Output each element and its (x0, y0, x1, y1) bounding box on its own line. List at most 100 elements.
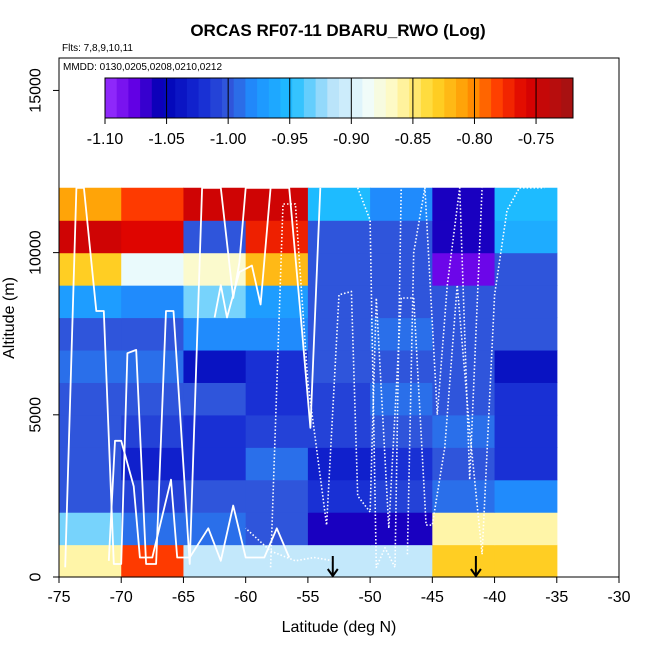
heatmap-cell (370, 317, 433, 351)
x-tick-label: -55 (296, 589, 319, 606)
heatmap-cell (432, 220, 496, 254)
colorbar-segment (456, 78, 469, 118)
heatmap-cell (307, 349, 371, 383)
colorbar-tick-label: -0.80 (456, 131, 493, 148)
colorbar-segment (280, 78, 293, 118)
colorbar: -1.10 -1.05 -1.00 -0.95 -0.90 -0.85 -0.80 -0.75 (87, 77, 574, 148)
colorbar-segment (479, 78, 492, 118)
colorbar-segment (444, 78, 457, 118)
flight-track-1 (64, 186, 322, 568)
colorbar-segment (432, 78, 445, 118)
heatmap-cell (432, 317, 496, 351)
heatmap-cell (432, 187, 496, 221)
arrow-markers (326, 556, 482, 578)
heatmap-cell (370, 382, 433, 416)
colorbar-segment (339, 78, 352, 118)
heatmap-cell (121, 220, 185, 254)
x-tick-label: -45 (421, 589, 444, 606)
flight-tracks (64, 186, 545, 569)
arrow-head (470, 568, 482, 578)
y-tick-label: 10000 (28, 230, 45, 275)
colorbar-segment (350, 78, 363, 118)
colorbar-segment (233, 78, 246, 118)
colorbar-tick-label: -1.00 (210, 131, 247, 148)
arrow-head (326, 568, 339, 578)
heatmap-cell (494, 220, 558, 254)
heatmap-cell (59, 285, 122, 319)
heatmap-cell (370, 512, 433, 546)
heatmap-cell (183, 317, 247, 351)
heatmap-cell (245, 447, 309, 481)
heatmap-cell (370, 447, 433, 481)
heatmap-cell (307, 544, 371, 578)
heatmap-cell (432, 544, 496, 578)
heatmap-cell (121, 382, 185, 416)
heatmap-cell (59, 187, 122, 221)
heatmap-cell (59, 544, 122, 578)
flight-track-5 (406, 187, 483, 555)
heatmap-cell (494, 252, 558, 286)
colorbar-tick-label: -1.10 (87, 131, 124, 148)
colorbar-segment (186, 78, 200, 118)
heatmap-cell (307, 447, 371, 481)
heatmap-cell (432, 414, 496, 448)
heatmap-cell (494, 382, 558, 416)
heatmap-cell (494, 479, 558, 513)
heatmap-cell (432, 447, 496, 481)
heatmap-cell (121, 187, 185, 221)
heatmap-cell (494, 349, 558, 383)
heatmap-cell (307, 317, 371, 351)
heatmap-cell (307, 285, 371, 319)
flight-track-6 (213, 187, 272, 319)
heatmap-cell (121, 447, 185, 481)
y-tick-label: 15000 (28, 68, 45, 113)
colorbar-segment (502, 78, 515, 118)
colorbar-segment (549, 78, 562, 118)
plot-frame (58, 57, 620, 578)
heatmap-cell (245, 479, 309, 513)
colorbar-segment (362, 78, 375, 118)
heatmap-cell (59, 317, 122, 351)
x-tick-label: -75 (47, 589, 70, 606)
heatmap-cell (307, 382, 371, 416)
colorbar-segment (374, 78, 387, 118)
colorbar-segment (315, 78, 328, 118)
heatmap-cell (494, 447, 558, 481)
heatmap-cell (121, 349, 185, 383)
flight-track-3 (269, 187, 545, 568)
heatmap-cell (494, 414, 558, 448)
heatmap-cell (245, 317, 309, 351)
y-tick-label: 5000 (28, 397, 45, 433)
heatmap-cell (370, 479, 433, 513)
heatmap-cell (307, 512, 371, 546)
heatmap-cell (494, 512, 558, 546)
heatmap-cell (183, 544, 247, 578)
colorbar-segment (409, 78, 422, 118)
x-tick-label: -70 (110, 589, 133, 606)
x-tick-label: -30 (607, 589, 630, 606)
colorbar-segment (105, 78, 118, 118)
heatmap-cell (494, 544, 558, 578)
flight-track-4 (356, 187, 402, 569)
heatmap-cell (494, 317, 558, 351)
x-tick-label: -65 (172, 589, 195, 606)
colorbar-segment (327, 78, 340, 118)
colorbar-segment (491, 78, 504, 118)
heatmap-cell (121, 252, 185, 286)
colorbar-tick-label: -0.90 (333, 131, 370, 148)
colorbar-tick-label: -0.75 (518, 131, 555, 148)
colorbar-segment (116, 78, 129, 118)
colorbar-segment (175, 78, 188, 118)
colorbar-segment (140, 78, 153, 118)
axes: -75 -70 -65 -60 -55 -50 -45 -40 -35 -30 0 5000 10000… (28, 68, 631, 606)
heatmap-cell (307, 414, 371, 448)
heatmap-cell (59, 349, 122, 383)
colorbar-segment (292, 78, 305, 118)
heatmap-cell (307, 479, 371, 513)
x-tick-label: -50 (359, 589, 382, 606)
colorbar-segment (420, 78, 434, 118)
colorbar-segment (385, 78, 398, 118)
x-tick-label: -40 (483, 589, 506, 606)
heatmap-cell (432, 512, 496, 546)
